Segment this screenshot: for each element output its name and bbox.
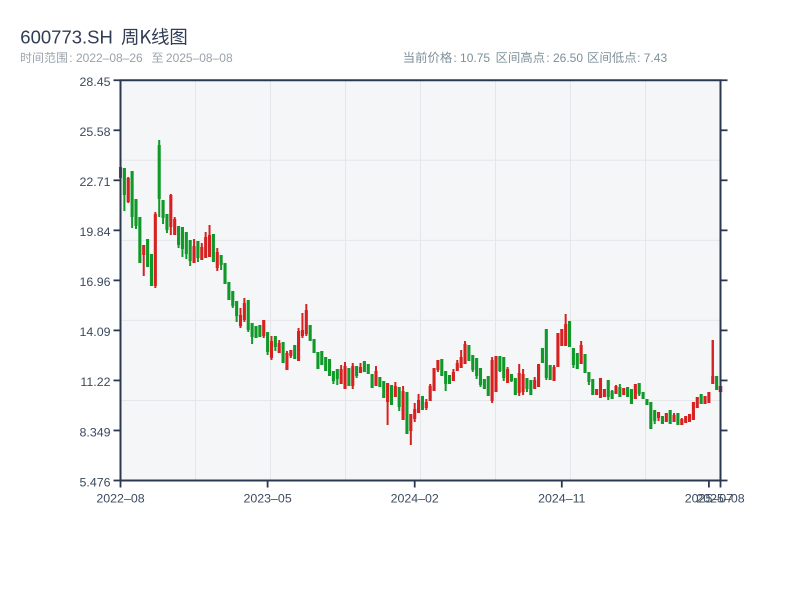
svg-text:: 2022–08–26: : 2022–08–26 bbox=[69, 51, 143, 65]
svg-text:2025–08–08: 2025–08–08 bbox=[166, 51, 233, 65]
svg-text:: 10.75: : 10.75 bbox=[453, 51, 490, 65]
svg-text:14.09: 14.09 bbox=[79, 325, 110, 339]
svg-text:2025–08: 2025–08 bbox=[696, 491, 744, 505]
svg-text:5.476: 5.476 bbox=[79, 475, 110, 489]
svg-text:2023–05: 2023–05 bbox=[243, 491, 291, 505]
svg-text:2025–07: 2025–07 bbox=[685, 491, 733, 505]
svg-text:2024–11: 2024–11 bbox=[538, 491, 585, 505]
svg-text:2022–08: 2022–08 bbox=[96, 491, 144, 505]
svg-text:600773.SH: 600773.SH bbox=[20, 27, 113, 48]
svg-text:16.96: 16.96 bbox=[79, 275, 110, 289]
svg-text:19.84: 19.84 bbox=[79, 225, 110, 239]
svg-text:2024–02: 2024–02 bbox=[391, 491, 439, 505]
svg-text:8.349: 8.349 bbox=[79, 425, 110, 439]
svg-text:11.22: 11.22 bbox=[80, 375, 110, 389]
svg-text:22.71: 22.71 bbox=[79, 175, 110, 189]
svg-text:28.45: 28.45 bbox=[79, 75, 110, 89]
svg-text:: 26.50: : 26.50 bbox=[546, 51, 583, 65]
svg-text:25.58: 25.58 bbox=[79, 125, 110, 139]
svg-text:: 7.43: : 7.43 bbox=[637, 51, 667, 65]
